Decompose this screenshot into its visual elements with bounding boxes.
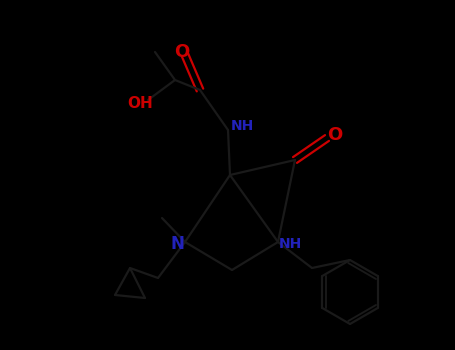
Text: OH: OH [127,97,153,112]
Text: O: O [174,43,190,61]
Text: O: O [328,126,343,144]
Text: NH: NH [278,237,302,251]
Text: N: N [170,235,184,253]
Text: NH: NH [230,119,253,133]
